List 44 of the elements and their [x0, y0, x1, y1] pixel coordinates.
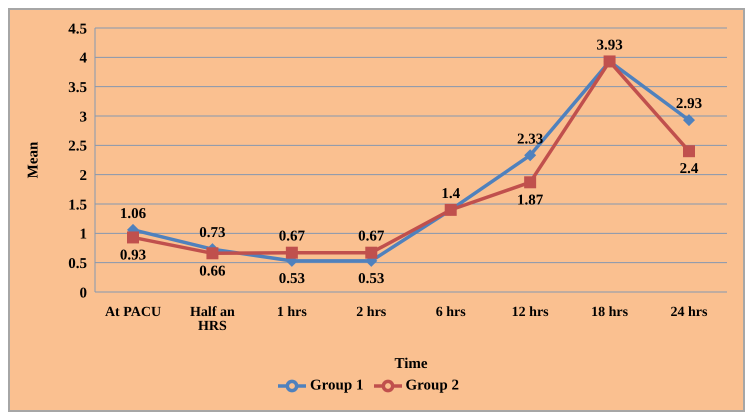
data-label: 0.67 — [358, 228, 385, 245]
data-label: 0.66 — [199, 263, 226, 280]
y-tick-label: 3.5 — [68, 80, 87, 96]
point — [365, 246, 378, 259]
point — [206, 247, 218, 260]
data-label: 0.93 — [120, 247, 146, 264]
data-label: 1.87 — [517, 192, 544, 208]
legend-label: Group 2 — [406, 377, 459, 394]
y-axis-title: Mean — [25, 141, 42, 178]
data-label: 2.33 — [517, 131, 544, 148]
data-label: 0.67 — [278, 228, 306, 245]
data-label: 0.73 — [199, 225, 226, 242]
x-tick-label: Half an HRS — [190, 304, 236, 334]
data-label: 2.93 — [676, 96, 702, 112]
y-tick-label: 3 — [80, 109, 87, 126]
y-tick-label: 4.5 — [68, 21, 87, 38]
legend-label: Group 1 — [310, 377, 364, 394]
x-tick-label: 18 hrs — [591, 304, 629, 320]
x-tick-label: 1 hrs — [276, 304, 308, 320]
data-label: 1.06 — [120, 206, 147, 222]
y-tick-label: 2 — [80, 168, 87, 184]
point — [286, 246, 298, 259]
y-tick-label: 4 — [80, 50, 88, 67]
y-tick-label: 0 — [80, 285, 87, 302]
point — [524, 149, 536, 162]
y-tick-label: 1.5 — [68, 197, 87, 214]
data-label: 3.93 — [596, 37, 623, 54]
point — [127, 231, 139, 244]
data-label: 0.53 — [358, 270, 384, 287]
x-tick-label: 6 hrs — [436, 304, 466, 320]
x-tick-label: At PACU — [104, 304, 162, 320]
x-tick-label: 2 hrs — [356, 304, 387, 320]
point — [683, 145, 695, 158]
x-axis-title: Time — [394, 356, 428, 372]
x-tick-label: 24 hrs — [670, 304, 708, 320]
data-label: 1.4 — [441, 186, 461, 202]
y-tick-label: 1 — [80, 226, 87, 243]
x-tick-label: 12 hrs — [512, 304, 550, 320]
data-label: 2.4 — [680, 161, 699, 178]
y-tick-label: 0.5 — [68, 256, 87, 272]
y-tick-label: 2.5 — [68, 138, 87, 155]
point — [683, 114, 695, 126]
data-label: 0.53 — [278, 270, 305, 287]
point — [524, 176, 536, 188]
